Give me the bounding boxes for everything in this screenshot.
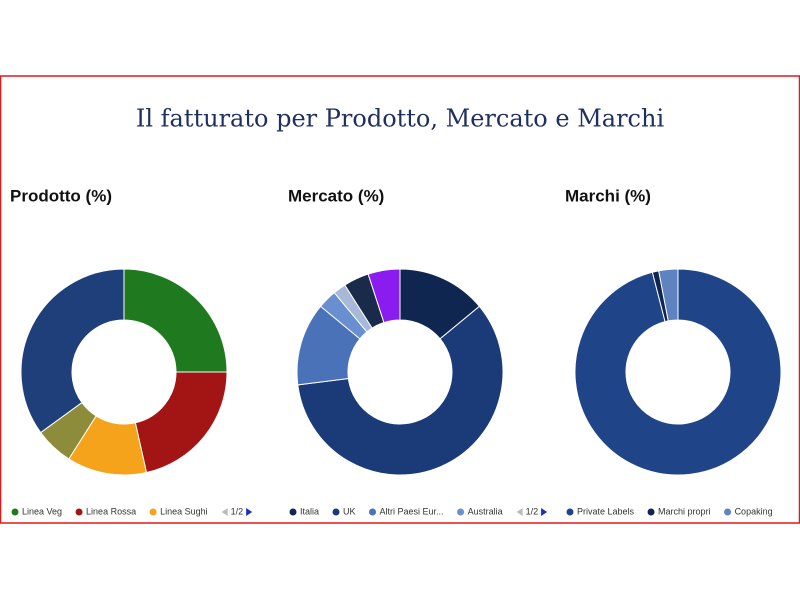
legend-next[interactable] xyxy=(541,508,548,516)
legend-label: Linea Sughi xyxy=(160,506,208,516)
legend-marker xyxy=(566,508,574,516)
donut-slice xyxy=(123,268,228,373)
donut-slice xyxy=(658,268,679,322)
legend-label: Italia xyxy=(300,506,319,516)
legend-prev[interactable] xyxy=(516,508,523,516)
legend-marker xyxy=(75,508,83,516)
legend-prev[interactable] xyxy=(221,508,228,516)
legend-marker xyxy=(149,508,157,516)
donut-slice xyxy=(20,268,125,434)
page-title: Il fatturato per Prodotto, Mercato e Mar… xyxy=(136,105,665,133)
legend-next[interactable] xyxy=(246,508,253,516)
legend-page: 1/2 xyxy=(231,506,244,516)
legend-label: Marchi propri xyxy=(658,506,711,516)
chart-subtitle: Prodotto (%) xyxy=(10,186,112,205)
donut-slice xyxy=(367,268,401,324)
chart-subtitle: Mercato (%) xyxy=(288,186,384,205)
legend-label: Altri Paesi Eur... xyxy=(380,506,444,516)
legend-marker xyxy=(289,508,297,516)
donut-slice xyxy=(297,305,504,476)
legend-label: Linea Rossa xyxy=(86,506,136,516)
chart-subtitle: Marchi (%) xyxy=(565,186,651,205)
legend-marker xyxy=(724,508,732,516)
donut-slice xyxy=(574,268,782,476)
legend-marker xyxy=(457,508,465,516)
legend-label: UK xyxy=(343,506,356,516)
legend-marker xyxy=(332,508,340,516)
legend-label: Australia xyxy=(468,506,503,516)
legend-label: Linea Veg xyxy=(22,506,62,516)
legend-marker xyxy=(647,508,655,516)
legend-label: Private Labels xyxy=(577,506,635,516)
donut-slice xyxy=(134,371,228,474)
legend-marker xyxy=(369,508,377,516)
legend-marker xyxy=(11,508,19,516)
legend-label: Copaking xyxy=(735,506,773,516)
legend-page: 1/2 xyxy=(526,506,539,516)
